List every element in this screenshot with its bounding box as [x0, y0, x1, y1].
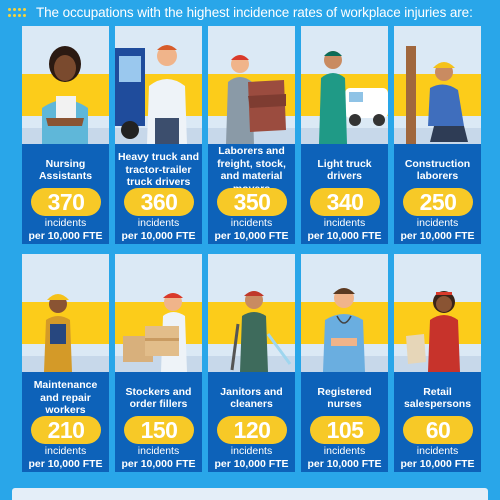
incidence-rate: 370	[31, 188, 101, 216]
rate-basis: per 10,000 FTE	[28, 458, 103, 470]
incidence-rate: 150	[124, 416, 194, 444]
occupation-card: Heavy truck and tractor-trailer truck dr…	[115, 26, 202, 244]
rate-unit: incidents	[230, 445, 273, 457]
occupation-card: Light truck drivers 340 incidents per 10…	[301, 26, 388, 244]
occupation-title: Stockers and order fillers	[125, 385, 192, 411]
construction-worker-illustration	[394, 26, 481, 144]
rate-unit: incidents	[137, 217, 180, 229]
incidence-rate: 340	[310, 188, 380, 216]
incidence-rate: 360	[124, 188, 194, 216]
incidence-rate: 60	[403, 416, 473, 444]
maintenance-worker-illustration	[22, 254, 109, 372]
incidence-rate: 210	[31, 416, 101, 444]
rate-basis: per 10,000 FTE	[121, 230, 196, 242]
rate-unit: incidents	[44, 217, 87, 229]
rate-unit: incidents	[416, 217, 459, 229]
rate-unit: incidents	[323, 445, 366, 457]
nurse-illustration	[22, 26, 109, 144]
mover-illustration	[208, 26, 295, 144]
rate-basis: per 10,000 FTE	[214, 458, 289, 470]
rate-unit: incidents	[416, 445, 459, 457]
occupation-card: Nursing Assistants 370 incidents per 10,…	[22, 26, 109, 244]
incidence-rate: 250	[403, 188, 473, 216]
rate-unit: incidents	[323, 217, 366, 229]
rate-basis: per 10,000 FTE	[121, 458, 196, 470]
van-driver-illustration	[301, 26, 388, 144]
occupation-card: Retail salespersons 60 incidents per 10,…	[394, 254, 481, 472]
registered-nurse-illustration	[301, 254, 388, 372]
occupation-card: Registered nurses 105 incidents per 10,0…	[301, 254, 388, 472]
salesperson-illustration	[394, 254, 481, 372]
footer-bar	[12, 488, 488, 500]
occupation-title: Retail salespersons	[403, 385, 472, 411]
rate-basis: per 10,000 FTE	[307, 458, 382, 470]
occupation-grid: Nursing Assistants 370 incidents per 10,…	[22, 26, 482, 486]
occupation-card: Janitors and cleaners 120 incidents per …	[208, 254, 295, 472]
header: The occupations with the highest inciden…	[0, 0, 500, 24]
occupation-card: Laborers and freight, stock, and materia…	[208, 26, 295, 244]
page-title: The occupations with the highest inciden…	[36, 4, 473, 20]
occupation-card: Stockers and order fillers 150 incidents…	[115, 254, 202, 472]
incidence-rate: 105	[310, 416, 380, 444]
rate-basis: per 10,000 FTE	[28, 230, 103, 242]
rate-basis: per 10,000 FTE	[400, 458, 475, 470]
occupation-title: Light truck drivers	[317, 157, 372, 183]
occupation-card: Maintenance and repair workers 210 incid…	[22, 254, 109, 472]
occupation-title: Construction laborers	[404, 157, 471, 183]
occupation-title: Maintenance and repair workers	[33, 379, 98, 417]
occupation-title: Nursing Assistants	[38, 157, 93, 183]
stocker-illustration	[115, 254, 202, 372]
dots-icon	[8, 5, 28, 19]
occupation-title: Heavy truck and tractor-trailer truck dr…	[117, 151, 200, 189]
rate-unit: incidents	[230, 217, 273, 229]
rate-unit: incidents	[137, 445, 180, 457]
rate-unit: incidents	[44, 445, 87, 457]
incidence-rate: 120	[217, 416, 287, 444]
occupation-title: Registered nurses	[317, 385, 372, 411]
rate-basis: per 10,000 FTE	[307, 230, 382, 242]
occupation-title: Laborers and freight, stock, and materia…	[217, 145, 286, 195]
rate-basis: per 10,000 FTE	[400, 230, 475, 242]
occupation-title: Janitors and cleaners	[220, 385, 283, 411]
occupation-card: Construction laborers 250 incidents per …	[394, 26, 481, 244]
janitor-illustration	[208, 254, 295, 372]
rate-basis: per 10,000 FTE	[214, 230, 289, 242]
incidence-rate: 350	[217, 188, 287, 216]
truck-driver-illustration	[115, 26, 202, 144]
